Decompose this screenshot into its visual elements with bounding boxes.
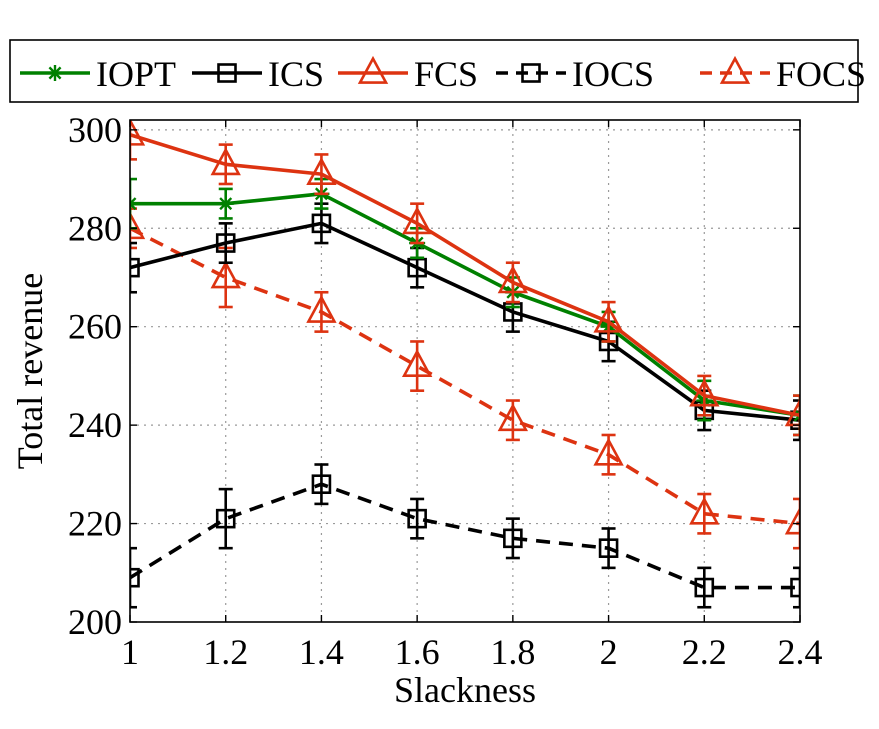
y-tick-label: 300	[68, 110, 122, 150]
y-tick-label: 240	[68, 405, 122, 445]
x-tick-label: 1.6	[395, 632, 440, 672]
error-bar	[130, 241, 137, 294]
data-point	[784, 506, 800, 535]
legend-frame	[9, 39, 859, 103]
legend-marker	[47, 65, 63, 81]
x-tick-label: 1	[121, 632, 139, 672]
ticks: 1 1.2 1.4 1.6 1.8 2 2.2 2.4 200 220 240 260 280 300	[68, 110, 823, 672]
data-point	[217, 195, 234, 212]
series-layer	[130, 120, 800, 609]
x-tick-label: 1.4	[299, 632, 344, 672]
plot-area-frame	[129, 119, 801, 623]
data-point	[401, 206, 433, 235]
data-point	[407, 508, 427, 529]
series-line-ics	[130, 221, 800, 423]
error-bar	[697, 566, 712, 609]
data-point	[497, 403, 529, 432]
data-point	[593, 304, 624, 333]
x-tick-label: 2	[600, 632, 618, 672]
legend-entry-ics: ICS	[192, 54, 324, 94]
data-point	[689, 378, 720, 407]
data-point	[130, 120, 146, 146]
error-bar	[793, 566, 800, 609]
data-point	[790, 577, 800, 598]
error-bar	[218, 487, 233, 550]
x-axis-label: Slackness	[394, 670, 536, 710]
data-point	[497, 265, 529, 294]
y-tick-label: 260	[68, 307, 122, 347]
y-tick-label: 200	[68, 602, 122, 642]
data-point	[407, 257, 427, 278]
x-tick-label: 2.4	[778, 632, 823, 672]
data-point	[306, 157, 337, 186]
data-point	[311, 474, 332, 494]
y-tick-label: 220	[68, 504, 122, 544]
series-line-iocs	[130, 482, 800, 590]
data-point	[311, 213, 332, 234]
x-tick-label: 2.2	[682, 632, 727, 672]
data-point	[130, 257, 140, 278]
legend-entry-focs: FOCS	[700, 54, 866, 94]
error-bar	[793, 394, 800, 437]
legend-label: FCS	[414, 54, 478, 94]
legend-label: IOCS	[572, 54, 654, 94]
error-bar	[410, 340, 425, 392]
legend-marker	[217, 63, 237, 83]
error-bar	[505, 517, 520, 560]
error-bar	[218, 222, 233, 265]
data-point	[401, 348, 433, 377]
error-bar	[130, 120, 137, 161]
legend: IOPT ICS FCS IOCS FOCS	[9, 39, 866, 103]
legend-marker	[357, 55, 389, 84]
x-tick-label: 1.8	[490, 632, 535, 672]
legend-label: FOCS	[776, 54, 866, 94]
legend-marker	[521, 63, 541, 83]
y-axis-label: Total revenue	[10, 273, 50, 469]
error-bar	[410, 497, 425, 540]
legend-entry-fcs: FCS	[338, 54, 478, 94]
data-point	[215, 508, 236, 529]
data-point	[215, 233, 236, 253]
grid	[130, 120, 800, 622]
data-point	[210, 260, 241, 289]
data-point	[598, 538, 619, 558]
error-bar	[314, 463, 329, 506]
x-tick-label: 1.2	[203, 632, 248, 672]
legend-label: ICS	[268, 54, 324, 94]
y-tick-label: 280	[68, 208, 122, 248]
data-point	[694, 577, 715, 598]
error-bar	[793, 399, 800, 442]
data-point	[689, 496, 720, 525]
error-bar	[601, 527, 616, 570]
data-point	[306, 294, 337, 323]
error-bar	[130, 546, 137, 609]
data-point	[130, 211, 146, 240]
data-point	[130, 567, 140, 588]
legend-label: IOPT	[96, 54, 176, 94]
data-point	[790, 410, 800, 431]
legend-entry-iocs: IOCS	[496, 54, 654, 94]
legend-marker	[719, 55, 751, 84]
series-line-focs	[130, 226, 800, 526]
data-point	[210, 147, 241, 176]
data-point	[503, 528, 523, 549]
series-line-iopt	[130, 192, 800, 418]
series-line-fcs	[130, 133, 800, 418]
data-point	[784, 398, 800, 427]
series-iocs	[130, 463, 800, 609]
series-fcs	[130, 120, 800, 437]
series-focs	[130, 207, 800, 550]
data-point	[593, 437, 624, 466]
legend-entry-iopt: IOPT	[20, 54, 176, 94]
error-bar	[793, 497, 800, 550]
